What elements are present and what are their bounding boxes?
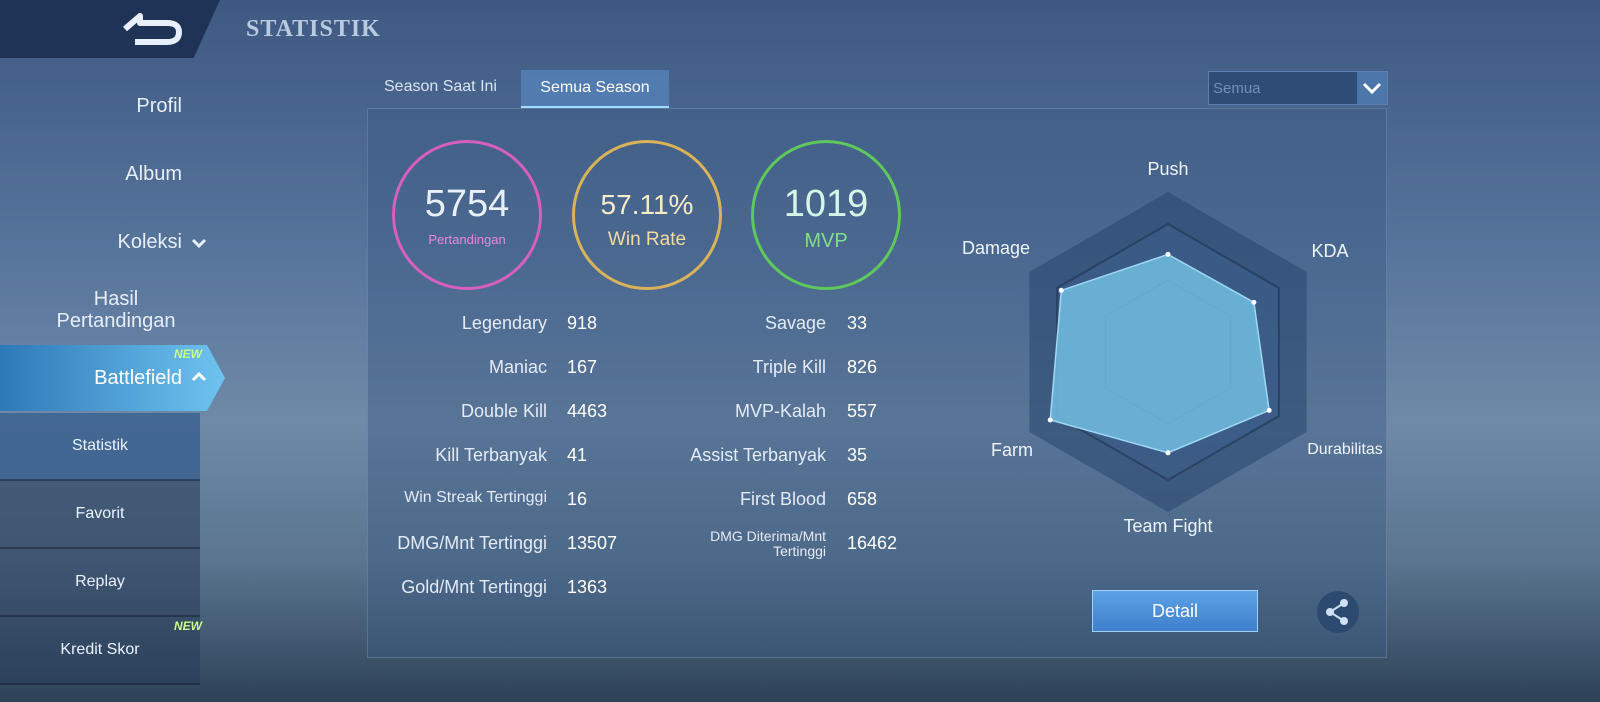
radar-axis-label: Durabilitas (1307, 441, 1383, 458)
submenu-item[interactable]: Favorit (0, 481, 200, 549)
summary-label: Pertandingan (428, 232, 506, 247)
stat-value: 33 (847, 313, 868, 333)
dropdown[interactable]: Semua (1208, 71, 1388, 105)
radar-point (1165, 251, 1171, 257)
menu-item[interactable]: Battlefield (94, 367, 182, 389)
stat-value: 557 (847, 401, 878, 421)
radar-axis-label: Team Fight (1123, 516, 1212, 536)
stat-value: 918 (567, 313, 598, 333)
summary-label: MVP (804, 230, 848, 252)
submenu-item[interactable]: Replay (0, 549, 200, 617)
stat-label: Gold/Mnt Tertinggi (401, 577, 547, 597)
radar-point (1266, 407, 1272, 413)
stat-value: 16 (567, 489, 588, 509)
stat-label: Triple Kill (752, 357, 826, 377)
menu-item[interactable]: Profil (136, 95, 182, 117)
stat-value: 35 (847, 445, 868, 465)
radar-axis-label: Farm (991, 440, 1033, 460)
stat-label: First Blood (739, 489, 826, 509)
stat-value: 4463 (567, 401, 608, 421)
summary-circle: 5754 Pertandingan (392, 140, 542, 290)
stat-label: Maniac (488, 357, 547, 377)
detail-button[interactable]: Detail (1092, 590, 1258, 632)
summary-label: Win Rate (607, 229, 687, 250)
stat-label: Assist Terbanyak (690, 445, 826, 465)
stat-label: MVP-Kalah (734, 401, 826, 421)
summary-value: 5754 (424, 183, 510, 225)
radar-chart: Push KDA Durabilitas Team Fight Farm Damage (962, 159, 1383, 536)
new-badge: NEW (174, 619, 202, 633)
stat-label: Savage (764, 313, 826, 333)
stat-value: 13507 (567, 533, 618, 553)
summary-value: 1019 (783, 183, 869, 225)
tab-active[interactable]: Semua Season (521, 70, 669, 108)
radar-inner (1105, 279, 1231, 425)
stat-value: 826 (847, 357, 878, 377)
summary-circle: 57.11% Win Rate (572, 140, 722, 290)
chevron (191, 371, 207, 382)
radar-point (1251, 299, 1257, 305)
stat-value: 658 (847, 489, 878, 509)
stat-value: 16462 (847, 533, 898, 553)
tab[interactable]: Season Saat Ini (384, 78, 497, 95)
new-badge: NEW (174, 347, 202, 361)
stat-value: 41 (567, 445, 588, 465)
menu-item[interactable]: Album (125, 163, 182, 185)
radar-axis-label: Push (1147, 159, 1188, 179)
submenu-item[interactable]: Statistik (0, 413, 200, 481)
radar-axis-label: KDA (1311, 241, 1348, 261)
stat-label: Double Kill (460, 401, 547, 421)
dropdown-arrow (1357, 72, 1387, 104)
back-panel (0, 0, 220, 58)
radar-axis-label: Damage (962, 238, 1030, 258)
page-title: STATISTIK (246, 16, 381, 42)
menu-item[interactable]: Koleksi (117, 231, 182, 253)
dropdown-value: Semua (1213, 80, 1261, 97)
back-button[interactable] (105, 8, 185, 50)
stat-label: Kill Terbanyak (435, 445, 547, 465)
radar-point (1047, 417, 1053, 423)
radar-point (1058, 287, 1064, 293)
summary-value: 57.11% (600, 189, 694, 220)
chevron (191, 238, 207, 249)
stat-label: DMG Diterima/Mnt Tertinggi (710, 528, 826, 559)
summary-circle: 1019 MVP (751, 140, 901, 290)
stat-value: 1363 (567, 577, 608, 597)
radar-point (1165, 450, 1171, 456)
submenu-item[interactable]: Kredit Skor (0, 617, 200, 685)
stat-value: 167 (567, 357, 598, 377)
stat-label: DMG/Mnt Tertinggi (397, 533, 547, 553)
stat-label: Win Streak Tertinggi (404, 489, 547, 506)
stat-label: Legendary (461, 313, 547, 333)
share-button[interactable] (1316, 590, 1360, 634)
menu-item[interactable]: Hasil Pertandingan (56, 288, 176, 332)
menu-active (0, 345, 225, 411)
